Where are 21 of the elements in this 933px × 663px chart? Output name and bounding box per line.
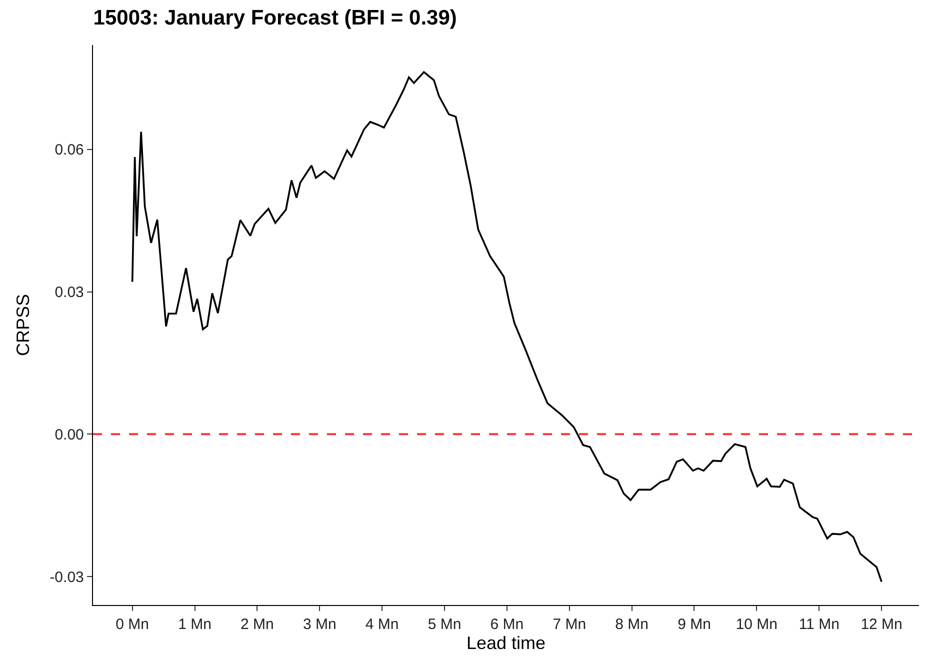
y-tick-label: 0.00 — [54, 426, 84, 444]
x-tick-label: 11 Mn — [798, 616, 840, 634]
y-axis-title: CRPSS — [12, 294, 33, 356]
line-series — [131, 71, 882, 583]
y-tick-label: 0.03 — [54, 284, 84, 302]
x-tick-label: 5 Mn — [428, 616, 462, 634]
chart-title: 15003: January Forecast (BFI = 0.39) — [93, 6, 457, 30]
x-tick-label: 2 Mn — [240, 616, 274, 634]
x-tick-label: 7 Mn — [552, 616, 586, 634]
y-tick-label: 0.06 — [54, 142, 84, 159]
x-tick-label: 12 Mn — [860, 616, 902, 634]
x-tick-label: 9 Mn — [678, 616, 711, 634]
x-tick-label: 3 Mn — [302, 616, 336, 634]
x-tick-label: 6 Mn — [490, 616, 524, 634]
x-tick-label: 10 Mn — [736, 616, 778, 634]
y-tick-label: -0.03 — [50, 568, 84, 586]
x-tick-label: 1 Mn — [178, 616, 212, 634]
x-tick-label: 0 Mn — [116, 616, 150, 634]
x-axis-title: Lead time — [466, 633, 546, 654]
x-tick-label: 4 Mn — [365, 616, 399, 634]
x-tick-label: 8 Mn — [615, 616, 648, 634]
